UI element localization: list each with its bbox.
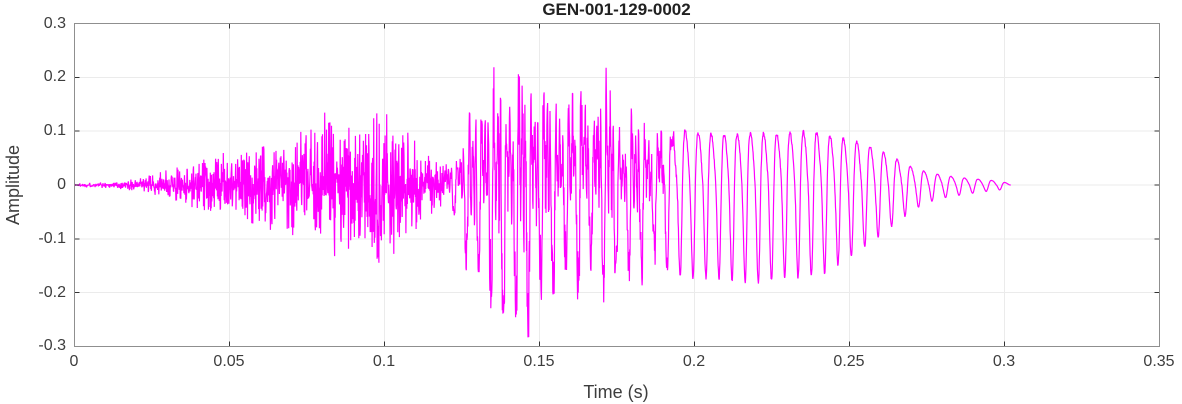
axes-box bbox=[74, 23, 1160, 347]
y-tick-label-02: 0.2 bbox=[43, 68, 66, 85]
x-tick-label-0: 0 bbox=[69, 353, 79, 370]
x-tick-label-015: 0.15 bbox=[523, 353, 555, 370]
x-tick-label-035: 0.35 bbox=[1143, 353, 1175, 370]
y-tick-label-m03: -0.3 bbox=[38, 337, 66, 354]
y-tick-label-m01: -0.1 bbox=[38, 230, 66, 247]
waveform-line bbox=[74, 67, 1012, 338]
x-tick-label-025: 0.25 bbox=[833, 353, 865, 370]
y-tick-label-03: 0.3 bbox=[43, 15, 66, 32]
chart-title: GEN-001-129-0002 bbox=[542, 0, 691, 19]
x-tick-label-03: 0.3 bbox=[992, 353, 1016, 370]
x-tick-label-005: 0.05 bbox=[213, 353, 245, 370]
x-tick-label-02: 0.2 bbox=[682, 353, 706, 370]
y-tick-label-0: 0 bbox=[57, 176, 66, 193]
y-tick-label-01: 0.1 bbox=[43, 122, 66, 139]
x-axis-label: Time (s) bbox=[583, 382, 649, 402]
y-tick-label-m02: -0.2 bbox=[38, 284, 66, 301]
x-tick-label-01: 0.1 bbox=[372, 353, 396, 370]
